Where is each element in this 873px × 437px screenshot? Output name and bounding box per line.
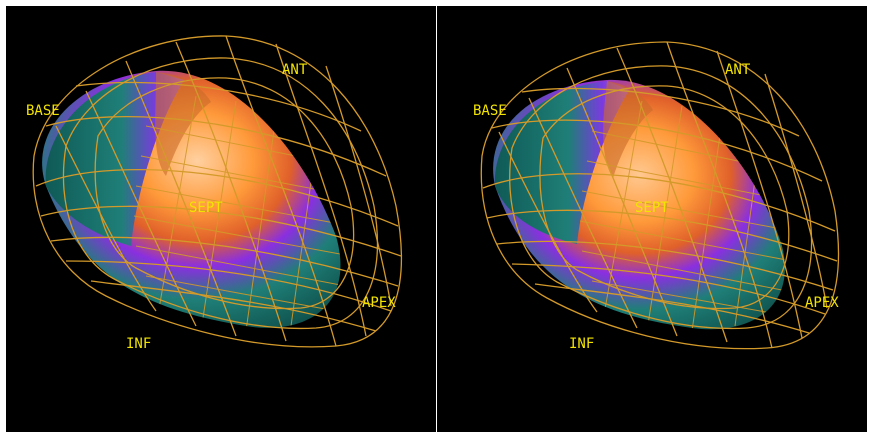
label-ant: ANT <box>282 62 308 78</box>
label-base: BASE <box>26 103 60 119</box>
heart-render-left <box>32 35 402 348</box>
heart-view-left: BASE ANT SEPT APEX INF <box>6 6 436 432</box>
label-apex: APEX <box>805 295 839 311</box>
label-inf: INF <box>569 336 595 352</box>
epicardial-wireframe-right <box>480 41 840 350</box>
heart-render-right <box>480 41 840 350</box>
label-ant: ANT <box>725 62 751 78</box>
label-sept: SEPT <box>635 200 669 216</box>
label-base: BASE <box>473 103 507 119</box>
label-apex: APEX <box>362 295 396 311</box>
epicardial-wireframe-left <box>32 35 402 348</box>
label-sept: SEPT <box>189 200 223 216</box>
heart-view-right: BASE ANT SEPT APEX INF <box>437 6 867 432</box>
label-inf: INF <box>126 336 152 352</box>
